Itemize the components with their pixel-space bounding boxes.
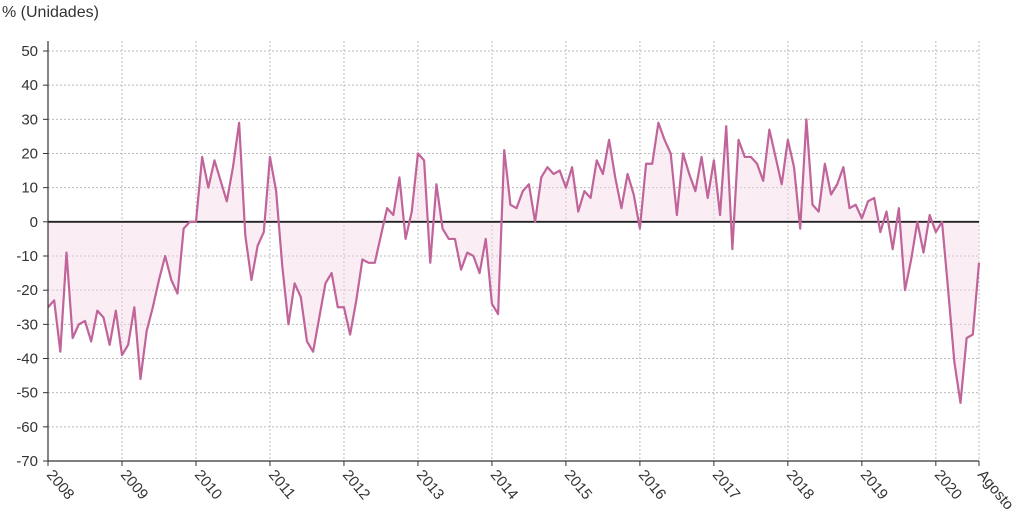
x-tick-label: 2014 [487,467,521,503]
x-tick-label: 2008 [43,467,77,503]
x-tick-label: Agosto [974,467,1017,514]
series-line-layer [47,118,981,405]
area-fill-layer [48,119,979,403]
y-tick-label: -50 [16,385,38,402]
axes-layer [43,41,980,466]
x-tick-label: 2013 [413,467,447,503]
x-tick-label: 2010 [191,467,225,503]
x-tick-label: 2018 [783,467,817,503]
x-tick-label: 2015 [561,467,595,503]
y-tick-label: -10 [16,248,38,265]
y-tick-label: -70 [16,453,38,470]
x-tick-label: 2011 [265,467,299,503]
x-tick-label: 2019 [857,467,891,503]
y-tick-label: 20 [21,146,38,163]
x-tick-labels: 2008 2009 2010 2011 2012 2013 2014 2015 2016 2017… [43,467,1017,514]
x-tick-label: 2012 [339,467,373,503]
x-tick-label: 2020 [931,467,965,503]
x-tick-label: 2016 [635,467,669,503]
y-tick-label: 40 [21,77,38,94]
y-axis-unit-label: % (Unidades) [2,4,99,21]
y-tick-label: 0 [30,214,38,231]
y-tick-label: -60 [16,419,38,436]
y-tick-label: 30 [21,111,38,128]
y-tick-labels: 50 40 30 20 10 0 -10 -20 -30 -40 -50 -60 -70 [16,43,38,470]
y-tick-label: 50 [21,43,38,60]
x-tick-label: 2017 [709,467,743,503]
grid-lines [48,41,980,462]
series-line [47,118,981,405]
y-tick-label: 10 [21,180,38,197]
area-fill [48,119,979,403]
y-tick-label: -40 [16,351,38,368]
x-tick-label: 2009 [117,467,151,503]
y-tick-label: -20 [16,282,38,299]
y-tick-label: -30 [16,316,38,333]
